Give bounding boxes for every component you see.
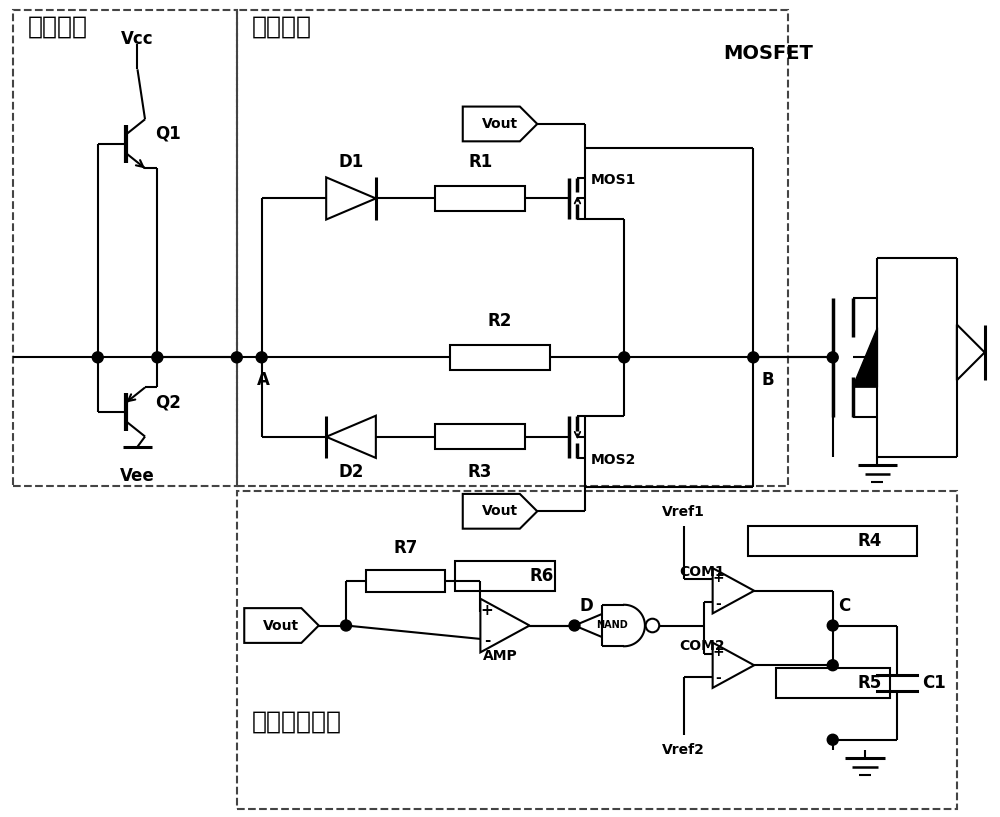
Text: Vref1: Vref1 xyxy=(662,505,705,520)
Bar xyxy=(450,345,550,370)
Text: C: C xyxy=(838,596,850,614)
Text: 电阻模块: 电阻模块 xyxy=(252,15,312,38)
Text: D1: D1 xyxy=(338,153,364,171)
Bar xyxy=(435,424,525,449)
Text: MOSFET: MOSFET xyxy=(723,44,813,64)
Polygon shape xyxy=(713,568,754,614)
Text: MOS2: MOS2 xyxy=(591,453,636,467)
Bar xyxy=(435,186,525,211)
Text: MOS1: MOS1 xyxy=(591,172,636,186)
Circle shape xyxy=(92,352,103,363)
Text: R1: R1 xyxy=(468,153,492,171)
Text: Vee: Vee xyxy=(120,467,155,484)
Polygon shape xyxy=(463,106,537,141)
Circle shape xyxy=(152,352,163,363)
Text: Q1: Q1 xyxy=(155,125,181,143)
Text: AMP: AMP xyxy=(483,650,517,663)
Circle shape xyxy=(569,620,580,631)
Text: COM1: COM1 xyxy=(679,565,724,579)
Text: R6: R6 xyxy=(530,567,554,585)
Text: -: - xyxy=(716,671,721,685)
Circle shape xyxy=(827,734,838,745)
Circle shape xyxy=(827,620,838,631)
Bar xyxy=(776,667,890,698)
Bar xyxy=(455,561,555,591)
Polygon shape xyxy=(713,643,754,688)
Circle shape xyxy=(231,352,242,363)
Text: Vout: Vout xyxy=(482,504,518,518)
Bar xyxy=(366,570,445,592)
Circle shape xyxy=(341,620,352,631)
Text: +: + xyxy=(481,603,493,618)
Text: 脉冲产生模块: 脉冲产生模块 xyxy=(252,710,342,734)
Text: -: - xyxy=(484,633,490,648)
Text: Vcc: Vcc xyxy=(121,29,154,47)
Bar xyxy=(237,492,957,810)
Text: A: A xyxy=(257,371,270,389)
Bar xyxy=(237,10,788,486)
Text: R2: R2 xyxy=(488,311,512,329)
Text: R3: R3 xyxy=(468,462,492,480)
Circle shape xyxy=(827,352,838,363)
Polygon shape xyxy=(853,328,877,387)
Polygon shape xyxy=(244,608,319,643)
Text: R7: R7 xyxy=(393,539,418,557)
Circle shape xyxy=(646,618,659,632)
Text: B: B xyxy=(761,371,774,389)
Bar xyxy=(13,10,237,486)
Circle shape xyxy=(827,660,838,671)
Text: 推挽模块: 推挽模块 xyxy=(28,15,88,38)
Polygon shape xyxy=(463,494,537,529)
Text: D: D xyxy=(579,596,593,614)
Text: +: + xyxy=(713,571,724,585)
Text: Vref2: Vref2 xyxy=(662,743,705,757)
Text: C1: C1 xyxy=(922,674,946,692)
Text: +: + xyxy=(713,645,724,659)
Circle shape xyxy=(619,352,630,363)
Text: D2: D2 xyxy=(338,462,364,480)
Text: Vout: Vout xyxy=(263,618,300,632)
Circle shape xyxy=(748,352,759,363)
Text: Vout: Vout xyxy=(482,117,518,131)
Bar xyxy=(748,526,917,556)
Text: Q2: Q2 xyxy=(155,393,181,411)
Text: -: - xyxy=(716,596,721,610)
Text: R4: R4 xyxy=(858,532,882,550)
Text: R5: R5 xyxy=(858,674,882,692)
Circle shape xyxy=(256,352,267,363)
Text: NAND: NAND xyxy=(596,620,628,631)
Text: COM2: COM2 xyxy=(679,640,724,654)
Polygon shape xyxy=(480,599,530,652)
